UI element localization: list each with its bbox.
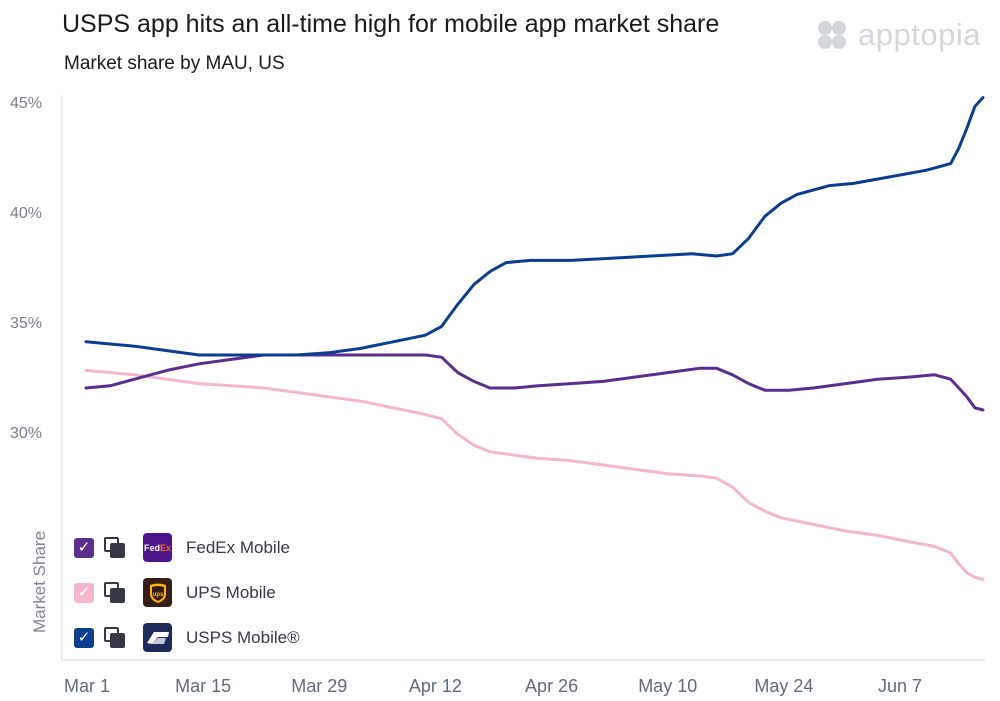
brand-name: apptopia: [858, 17, 981, 52]
apptopia-logo: apptopia: [814, 16, 981, 54]
svg-text:ups: ups: [152, 592, 163, 598]
copy-icon[interactable]: [103, 581, 127, 605]
y-tick-label: 30%: [10, 425, 42, 442]
checkbox-fedex[interactable]: ✓: [74, 537, 94, 558]
legend-item-usps[interactable]: ✓ USPS Mobile®: [74, 615, 300, 660]
legend-item-fedex[interactable]: ✓ Fed Ex FedEx Mobile: [74, 525, 300, 570]
series-line-fedex-mobile: [84, 353, 985, 412]
x-ticks: Mar 1 Mar 15 Mar 29 Apr 12 Apr 26 May 10 May 2…: [64, 676, 922, 696]
y-axis-label: Market Share: [30, 531, 49, 633]
apptopia-clover-icon: [818, 21, 846, 49]
legend-label-ups: UPS Mobile: [186, 582, 276, 602]
x-tick-label: May 24: [754, 676, 813, 696]
x-tick-label: Apr 26: [525, 676, 578, 696]
fedex-logo-icon: Fed Ex: [143, 533, 172, 562]
x-tick-label: Jun 7: [878, 676, 922, 696]
x-tick-label: Apr 12: [409, 676, 462, 696]
x-tick-label: May 10: [638, 676, 697, 696]
y-ticks: 30% 35% 40% 45%: [10, 95, 42, 442]
copy-icon[interactable]: [103, 626, 127, 650]
x-tick-label: Mar 1: [64, 676, 110, 696]
legend-label-usps: USPS Mobile®: [186, 627, 300, 647]
x-tick-label: Mar 15: [175, 676, 231, 696]
y-tick-label: 40%: [10, 205, 42, 222]
series-lines: [84, 96, 985, 581]
y-tick-label: 45%: [10, 95, 42, 112]
x-tick-label: Mar 29: [291, 676, 347, 696]
legend: ✓ Fed Ex FedEx Mobile ✓ ups UPS Mobile ✓ …: [74, 525, 300, 660]
copy-icon[interactable]: [103, 536, 127, 560]
ups-logo-icon: ups: [143, 578, 172, 607]
legend-item-ups[interactable]: ✓ ups UPS Mobile: [74, 570, 300, 615]
series-line-ups-mobile: [84, 368, 985, 581]
y-tick-label: 35%: [10, 315, 42, 332]
series-line-usps-mobile: [84, 96, 985, 357]
chart-subtitle: Market share by MAU, US: [64, 53, 285, 74]
chart-title: USPS app hits an all-time high for mobil…: [62, 10, 720, 38]
checkbox-ups[interactable]: ✓: [74, 582, 94, 603]
usps-eagle-logo-icon: [143, 623, 172, 652]
checkbox-usps[interactable]: ✓: [74, 627, 94, 648]
legend-label-fedex: FedEx Mobile: [186, 537, 290, 557]
